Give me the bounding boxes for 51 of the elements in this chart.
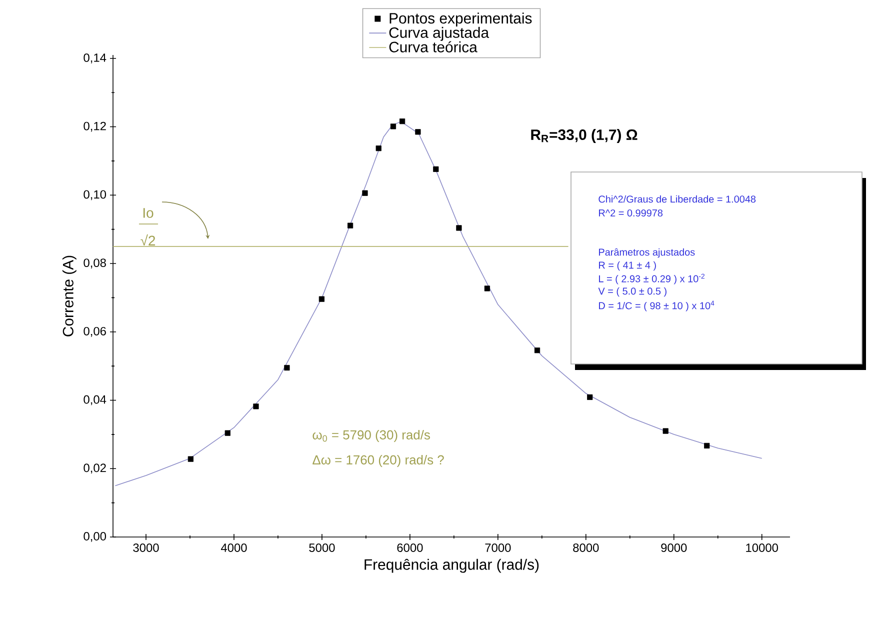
- point: [456, 225, 462, 231]
- point: [704, 442, 710, 449]
- annotation: R^2 = 0.99978: [599, 209, 663, 217]
- point: [433, 166, 439, 172]
- legend-label: Curva teórica: [389, 41, 478, 52]
- x-tick-label: 6000: [397, 544, 423, 552]
- point: [224, 430, 230, 436]
- point: [188, 456, 194, 462]
- y-tick-label: 0,02: [84, 464, 106, 474]
- point: [587, 394, 593, 400]
- x-tick-label: 4000: [220, 544, 247, 552]
- point: [484, 286, 490, 292]
- x-tick-label: 8000: [573, 544, 599, 552]
- y-tick-label: 0,10: [84, 190, 106, 200]
- y-tick-label: 0,00: [84, 532, 106, 542]
- annotation: D = 1/C = ( 98 ± 10 ) x 10$^{4}$: [599, 300, 714, 312]
- point: [390, 124, 396, 130]
- y-tick-label: 0,06: [84, 326, 106, 337]
- legend-label: Curva ajustada: [389, 26, 490, 41]
- point: [399, 118, 406, 124]
- y-tick-label: 0,04: [84, 395, 106, 406]
- legend-label: Pontos experimentais: [390, 12, 532, 27]
- point: [253, 404, 259, 410]
- annotation: R = ( 41 ± 4 ): [599, 261, 656, 271]
- x-tick-label: 9000: [661, 544, 687, 552]
- y-tick-label: 0,12: [84, 122, 106, 132]
- x-tick-label: 5000: [309, 544, 335, 552]
- annotation: Chi^2/Graus de Liberdade = 1.0048: [598, 195, 756, 203]
- annotation: L = ( 2.93 ± 0.29 ) x 10$^{-2}$: [599, 274, 705, 284]
- annotation: Parâmetros ajustados: [599, 248, 695, 258]
- y-tick-label: 0,14: [84, 53, 106, 64]
- annotation: Δω = 1760 (20) rad/s ?: [312, 454, 444, 468]
- annotation: √2: [140, 234, 156, 246]
- x-tick-label: 7000: [485, 544, 511, 552]
- annotation: ω$_{0}$ = 5790 (30) rad/s: [312, 430, 430, 442]
- x-tick-label: 10000: [746, 544, 778, 552]
- y-tick-label: 0,08: [84, 258, 106, 268]
- point: [318, 296, 324, 302]
- point: [284, 364, 290, 371]
- y-axis-title: Corrente (A): [62, 256, 76, 336]
- annotation: R$_{R}$=33,0 (1,7) Ω: [531, 129, 638, 143]
- point: [347, 222, 354, 228]
- annotation: Io: [143, 208, 154, 218]
- point: [415, 129, 421, 135]
- point: [534, 348, 540, 354]
- point: [376, 146, 382, 152]
- point: [662, 428, 668, 434]
- x-axis-title: Frequência angular (rad/s): [364, 558, 539, 573]
- x-tick-label: 3000: [133, 544, 159, 552]
- annotation: V = ( 5.0 ± 0.5 ): [598, 287, 666, 297]
- point: [362, 190, 368, 196]
